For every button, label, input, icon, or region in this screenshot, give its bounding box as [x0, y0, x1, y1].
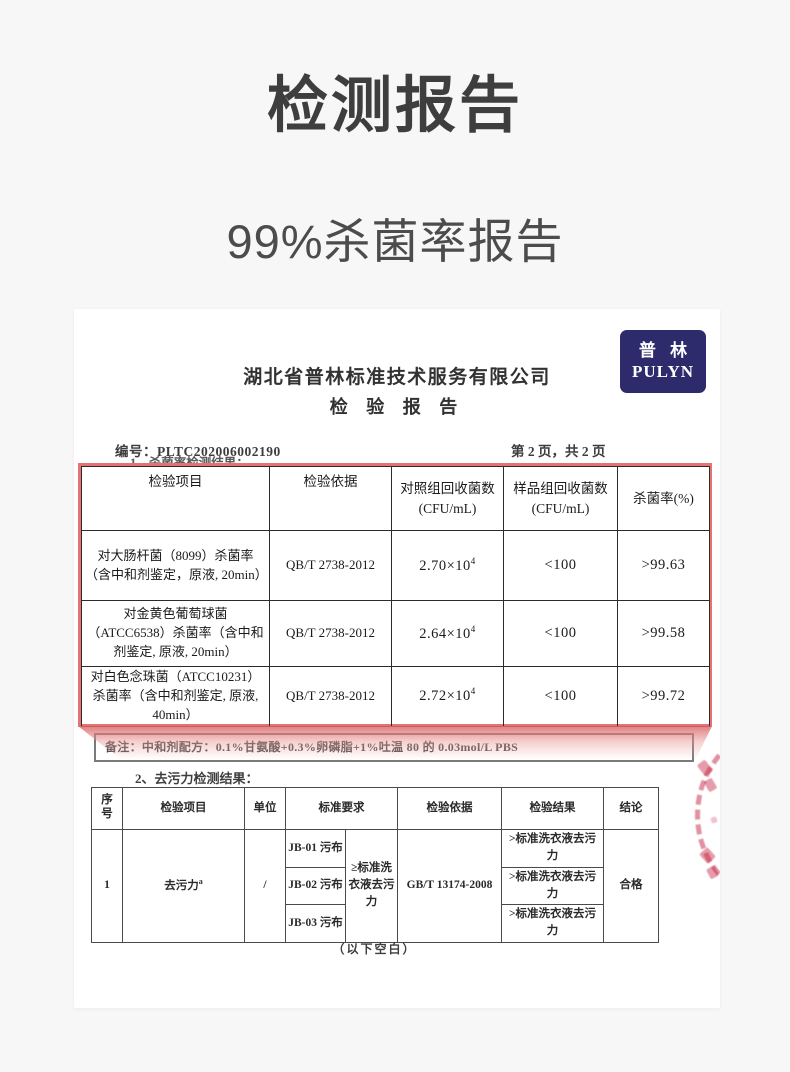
cell-basis: QB/T 2738-2012 [269, 666, 392, 727]
detergency-table-wrap: 序号 检验项目 单位 标准要求 检验依据 检验结果 结论 1 去污力a / JB… [91, 787, 659, 943]
cell-unit: / [244, 829, 286, 943]
col-header-item: 检验项目 [81, 466, 270, 531]
table-row: 对大肠杆菌（8099）杀菌率（含中和剂鉴定，原液, 20min） QB/T 27… [81, 530, 710, 601]
cell-result: >标准洗衣液去污力 [501, 829, 604, 868]
col-header-no: 序号 [91, 787, 123, 830]
value-base: 2.70×10 [419, 557, 471, 574]
col-header-sample: 样品组回收菌数(CFU/mL) [503, 466, 618, 531]
table-header-row: 序号 检验项目 单位 标准要求 检验依据 检验结果 结论 [91, 787, 659, 830]
item-text: 去污力 [164, 880, 199, 893]
logo-en-text: PULYN [632, 361, 694, 381]
cell-sample-cloth: JB-03 污布 [285, 904, 346, 943]
header-text: 序号 [101, 793, 113, 820]
note-bar: 备注：中和剂配方：0.1%甘氨酸+0.3%卵磷脂+1%吐温 80 的 0.03m… [94, 733, 694, 762]
highlight-red-box: 检验项目 检验依据 对照组回收菌数(CFU/mL) 样品组回收菌数(CFU/mL… [78, 463, 712, 727]
col-header-control: 对照组回收菌数(CFU/mL) [391, 466, 504, 531]
cell-sample-count: <100 [503, 530, 618, 601]
col-header-basis: 检验依据 [397, 787, 502, 830]
value-exponent: 4 [470, 623, 476, 634]
value-base: 2.64×10 [419, 625, 471, 642]
table-row: 对金黄色葡萄球菌（ATCC6538）杀菌率（含中和剂鉴定, 原液, 20min）… [81, 600, 710, 667]
page-number: 第 2 页，共 2 页 [511, 444, 606, 459]
cell-rate: >99.72 [617, 666, 710, 727]
cell-basis: QB/T 2738-2012 [269, 600, 392, 667]
cell-standard-req: ≥标准洗衣液去污力 [345, 829, 398, 943]
cell-control-count: 2.70×104 [391, 530, 504, 601]
col-header-conclusion: 结论 [603, 787, 659, 830]
table-row: 对白色念珠菌（ATCC10231）杀菌率（含中和剂鉴定, 原液, 40min） … [81, 666, 710, 727]
col-header-rate: 杀菌率(%) [617, 466, 710, 531]
cell-sample-count: <100 [503, 600, 618, 667]
cell-control-count: 2.72×104 [391, 666, 504, 727]
logo-cn-text: 普 林 [638, 341, 693, 361]
cell-sample-cloth: JB-01 污布 [285, 829, 346, 868]
cell-item: 去污力a [122, 829, 245, 943]
value-base: 2.72×10 [419, 688, 471, 705]
report-number: 编号：PLTC202006002190 [115, 444, 281, 459]
col-header-standard: 标准要求 [285, 787, 398, 830]
page-title: 检测报告 [266, 71, 523, 139]
value-exponent: 4 [470, 686, 476, 697]
cell-sample-count: <100 [503, 666, 618, 727]
col-header-result: 检验结果 [501, 787, 604, 830]
sterilization-table: 检验项目 检验依据 对照组回收菌数(CFU/mL) 样品组回收菌数(CFU/mL… [81, 466, 710, 727]
cell-item: 对大肠杆菌（8099）杀菌率（含中和剂鉴定，原液, 20min） [81, 530, 270, 601]
pulyn-logo: 普 林 PULYN [620, 330, 706, 393]
cell-item: 对金黄色葡萄球菌（ATCC6538）杀菌率（含中和剂鉴定, 原液, 20min） [81, 600, 270, 667]
cell-rate: >99.58 [617, 600, 710, 667]
report-document: 普 林 PULYN 湖北省普林标准技术服务有限公司 检 验 报 告 编号：PLT… [74, 309, 720, 1008]
col-header-unit: 单位 [244, 787, 286, 830]
cell-item: 对白色念珠菌（ATCC10231）杀菌率（含中和剂鉴定, 原液, 40min） [81, 666, 270, 727]
table-row: JB-03 污布 >标准洗衣液去污力 [92, 904, 659, 943]
blank-below-note: （以下空白） [332, 942, 417, 956]
col-header-item: 检验项目 [122, 787, 245, 830]
cell-result: >标准洗衣液去污力 [501, 904, 604, 943]
red-stamp-icon [695, 720, 720, 910]
cell-basis: QB/T 2738-2012 [269, 530, 392, 601]
col-header-basis: 检验依据 [269, 466, 392, 531]
cell-conclusion: 合格 [603, 829, 659, 943]
cell-control-count: 2.64×104 [391, 600, 504, 667]
cell-result: >标准洗衣液去污力 [501, 866, 604, 905]
page-subtitle: 99%杀菌率报告 [226, 215, 564, 268]
table-header-row: 检验项目 检验依据 对照组回收菌数(CFU/mL) 样品组回收菌数(CFU/mL… [81, 466, 710, 531]
section2-heading: 2、去污力检测结果： [135, 771, 259, 786]
report-title: 检 验 报 告 [329, 397, 465, 417]
company-name: 湖北省普林标准技术服务有限公司 [243, 367, 551, 388]
table-row: 1 去污力a / JB-01 污布 ≥标准洗衣液去污力 GB/T 13174-2… [91, 829, 659, 943]
cell-rate: >99.63 [617, 530, 710, 601]
detergency-table: 序号 检验项目 单位 标准要求 检验依据 检验结果 结论 1 去污力a / JB… [91, 787, 659, 943]
cell-basis: GB/T 13174-2008 [397, 829, 502, 943]
cell-no: 1 [91, 829, 123, 943]
cell-sample-cloth: JB-02 污布 [285, 866, 346, 905]
value-exponent: 4 [470, 555, 476, 566]
item-superscript: a [198, 877, 203, 887]
